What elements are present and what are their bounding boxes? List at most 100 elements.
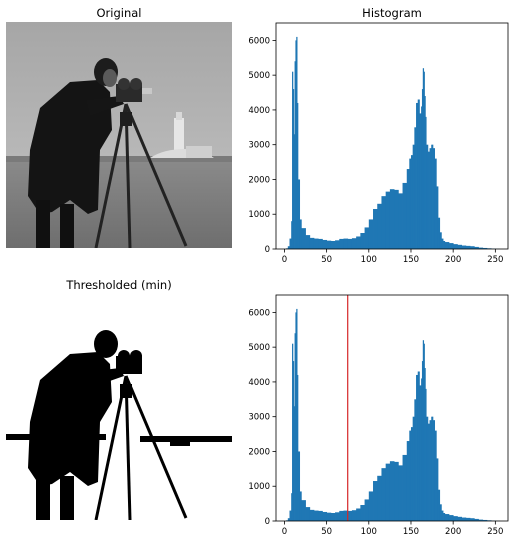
histogram-bar xyxy=(427,423,430,521)
axes-frame xyxy=(275,22,509,250)
histogram-bar xyxy=(364,227,370,249)
x-tick-label: 150 xyxy=(403,255,419,265)
histogram-bar xyxy=(287,246,290,249)
original-title: Original xyxy=(96,6,142,20)
histogram-bar xyxy=(425,388,427,521)
histogram-bar xyxy=(335,240,340,249)
histogram-bar xyxy=(339,510,344,521)
y-tick-label: 3000 xyxy=(248,413,270,423)
histogram-bar xyxy=(424,96,426,249)
histogram-bar xyxy=(394,461,399,521)
histogram-bar xyxy=(292,361,295,521)
y-tick-label: 0 xyxy=(265,517,270,527)
histogram-bar xyxy=(416,374,419,521)
histogram-bar xyxy=(291,493,293,521)
histogram-bar xyxy=(432,416,434,521)
histogram-bar xyxy=(296,36,298,250)
histogram-bar xyxy=(295,312,297,521)
histogram-bar xyxy=(360,505,365,521)
histogram-bar xyxy=(444,514,450,521)
histogram-bar xyxy=(293,406,295,521)
axes-frame xyxy=(275,294,509,522)
x-tick-label: 200 xyxy=(445,527,461,537)
histogram-bar xyxy=(389,461,395,521)
histogram-bar xyxy=(429,420,432,521)
histogram-bar xyxy=(295,40,297,250)
histogram-bar xyxy=(291,221,293,249)
histogram-bar xyxy=(381,196,387,249)
histogram-bar xyxy=(394,189,399,249)
histogram-bar xyxy=(297,451,301,521)
original-image xyxy=(6,22,232,248)
histogram-plot-bottom: 0 50 100 150 200 250 0 1000 2000 3000 4000 5000 6000 xyxy=(248,294,509,537)
histogram-bar xyxy=(406,169,410,249)
histogram-bar xyxy=(470,518,475,521)
histogram-bar xyxy=(406,441,410,521)
histogram-bar xyxy=(432,148,436,249)
histogram-bar xyxy=(421,89,424,249)
histogram-bar xyxy=(377,203,382,249)
histogram-bar xyxy=(351,238,357,249)
y-tick-label: 1000 xyxy=(248,482,270,492)
histogram-bar xyxy=(297,102,299,249)
histogram-bar xyxy=(351,510,357,521)
histogram-bar xyxy=(432,420,436,521)
histogram-bar xyxy=(414,399,417,521)
histogram-bar xyxy=(398,193,403,249)
histogram-bar xyxy=(356,508,361,521)
histogram-bar xyxy=(322,239,328,249)
y-tick-label: 4000 xyxy=(248,378,270,388)
histogram-bar xyxy=(461,245,467,249)
histogram-bar xyxy=(402,454,408,521)
histogram-bar xyxy=(429,148,432,249)
histogram-bar xyxy=(419,385,422,521)
histogram-bar xyxy=(294,333,296,521)
histogram-bar xyxy=(313,238,319,249)
histogram-bar xyxy=(417,99,420,249)
histogram-bar xyxy=(322,511,328,521)
y-tick-label: 5000 xyxy=(248,71,270,81)
histogram-bar xyxy=(421,361,424,521)
histogram-bar xyxy=(326,240,332,249)
histogram-bar xyxy=(434,158,437,249)
histogram-bar xyxy=(441,510,444,521)
histogram-bar xyxy=(437,489,441,521)
histogram-bar xyxy=(419,113,422,250)
histogram-bar xyxy=(410,155,414,249)
histogram-bar xyxy=(364,499,370,521)
thresholded-title: Thresholded (min) xyxy=(66,278,172,292)
histogram-bar xyxy=(289,510,292,521)
x-tick-label: 250 xyxy=(487,255,503,265)
histogram-bar xyxy=(426,144,429,249)
histogram-bar xyxy=(347,510,353,521)
histogram-bar xyxy=(474,246,479,249)
histogram-bar xyxy=(409,158,412,249)
histogram-bar xyxy=(437,217,441,249)
histogram-bar xyxy=(441,238,444,249)
histogram-bar xyxy=(448,243,454,249)
histogram-bar xyxy=(335,512,340,521)
x-tick-label: 150 xyxy=(403,527,419,537)
histogram-bar xyxy=(373,481,378,521)
histogram-bar xyxy=(426,416,429,521)
histogram-bar xyxy=(423,343,425,521)
x-tick-label: 100 xyxy=(361,527,377,537)
thresholded-image xyxy=(6,294,232,520)
histogram-bar xyxy=(347,238,353,249)
histogram-bar xyxy=(297,374,299,521)
histogram-bar xyxy=(448,515,454,521)
histogram-bar xyxy=(356,236,361,249)
histogram-bar xyxy=(305,507,311,521)
histogram-bar xyxy=(385,191,391,249)
histogram-bar xyxy=(465,245,471,249)
x-tick-label: 0 xyxy=(282,527,287,537)
histogram-bar xyxy=(482,519,488,521)
histogram-bar xyxy=(443,241,446,249)
histogram-bar xyxy=(339,238,344,249)
histogram-bar xyxy=(373,209,378,249)
histogram-bar xyxy=(318,238,323,249)
histogram-bar xyxy=(292,89,295,249)
histogram-bar xyxy=(431,144,433,249)
histogram-bar xyxy=(421,106,423,249)
histogram-bar xyxy=(432,144,434,249)
